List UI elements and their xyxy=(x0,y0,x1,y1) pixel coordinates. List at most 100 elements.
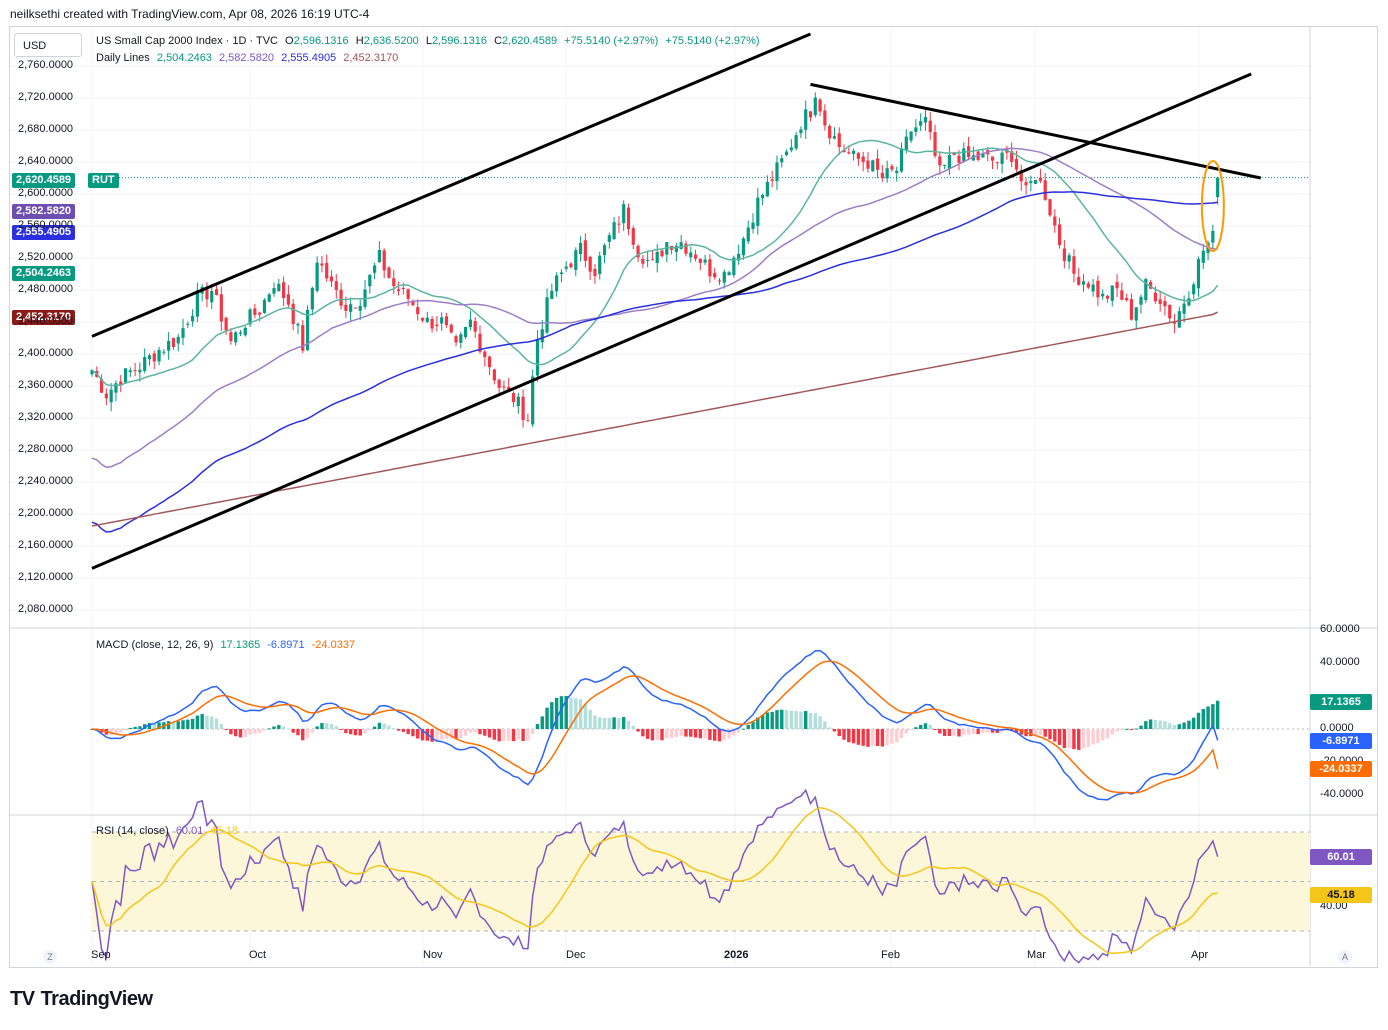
candle-body xyxy=(995,162,999,164)
macd-hist-bar xyxy=(684,729,688,737)
ma-legend-label[interactable]: Daily Lines xyxy=(96,52,150,64)
candle-body xyxy=(253,308,257,315)
macd-hist-bar xyxy=(612,717,616,729)
candle-body xyxy=(938,156,942,166)
macd-hist-bar xyxy=(329,724,334,729)
macd-pane xyxy=(90,649,1310,801)
macd-hist-bar xyxy=(133,726,137,729)
macd-hist-bar xyxy=(152,723,156,729)
macd-hist-bar xyxy=(147,722,152,729)
high-label: H xyxy=(355,35,364,47)
price-tick-label: 2,080.0000 xyxy=(18,603,74,615)
price-tick-label: 2,440.0000 xyxy=(18,315,74,327)
macd-hist-bar xyxy=(756,717,760,729)
macd-hist-bar xyxy=(636,729,640,732)
candle-body xyxy=(440,317,444,324)
macd-signal-badge: -24.0337 xyxy=(1310,761,1372,777)
macd-hist-bar xyxy=(813,713,817,729)
candle-body xyxy=(464,326,468,338)
rsi-ma-line xyxy=(91,807,1218,954)
symbol-label[interactable]: US Small Cap 2000 Index · 1D · TVC xyxy=(96,35,278,47)
macd-hist-bar xyxy=(602,717,607,729)
candle-body xyxy=(1091,284,1095,292)
candle-body xyxy=(1192,284,1196,295)
candle-body xyxy=(420,317,425,321)
macd-hist-bar xyxy=(1172,724,1177,729)
macd-hist-bar xyxy=(253,729,257,734)
candle-body xyxy=(832,136,837,139)
macd-hist-bar xyxy=(578,699,583,729)
macd-hist-bar xyxy=(574,698,578,729)
macd-hist-bar xyxy=(1053,729,1057,742)
timezone-button[interactable]: Z xyxy=(43,950,57,964)
macd-hist-bar xyxy=(1215,700,1220,729)
macd-hist-bar xyxy=(837,729,841,736)
price-tick-label: 2,120.0000 xyxy=(18,571,74,583)
candle-body xyxy=(123,368,128,383)
ma100-line xyxy=(91,191,1218,533)
trendline-descending-resistance xyxy=(810,82,1262,180)
candle-body xyxy=(789,147,793,151)
auto-scale-button[interactable]: A xyxy=(1338,950,1352,964)
x-tick-oct: Oct xyxy=(249,949,267,961)
candle-body xyxy=(914,127,918,132)
macd-hist-bar xyxy=(986,729,990,733)
candle-body xyxy=(315,262,319,291)
candle-body xyxy=(282,282,286,298)
macd-line xyxy=(91,649,1219,801)
candle-body xyxy=(1182,303,1186,314)
candle-body xyxy=(1115,281,1119,289)
macd-hist-bar xyxy=(1163,721,1167,729)
candle-body xyxy=(1067,255,1071,262)
candle-body xyxy=(852,150,856,154)
macd-legend-label[interactable]: MACD (close, 12, 26, 9) xyxy=(96,639,214,651)
macd-hist-value: 17.1365 xyxy=(220,639,261,651)
currency-button[interactable]: USD xyxy=(14,33,82,57)
candle-body xyxy=(310,287,314,310)
candle-body xyxy=(1177,311,1181,328)
macd-hist-bar xyxy=(703,729,707,739)
rsi-legend-label[interactable]: RSI (14, close) xyxy=(96,825,169,837)
candle-body xyxy=(1168,305,1172,319)
main-legend: US Small Cap 2000 Index · 1D · TVC O2,59… xyxy=(96,35,764,47)
macd-hist-bar xyxy=(1100,729,1105,741)
x-tick-2026: 2026 xyxy=(724,949,749,961)
macd-hist-bar xyxy=(320,723,324,729)
candle-body xyxy=(717,280,722,282)
candle-body xyxy=(1048,199,1052,216)
macd-hist-bar xyxy=(693,729,698,738)
macd-hist-bar xyxy=(214,718,219,729)
candle-body xyxy=(655,251,659,264)
macd-hist-bar xyxy=(267,728,271,730)
candle-body xyxy=(650,259,655,261)
candle-body xyxy=(162,351,166,353)
candle-body xyxy=(861,156,865,163)
candle-body xyxy=(1158,299,1162,304)
candle-body xyxy=(1148,281,1153,289)
candle-body xyxy=(636,245,640,258)
macd-tick-label: 0.0000 xyxy=(1320,722,1354,734)
macd-hist-bar xyxy=(1081,729,1086,749)
candle-body xyxy=(751,222,755,229)
candle-body xyxy=(813,97,817,116)
macd-hist-bar xyxy=(775,710,779,729)
macd-hist-bar xyxy=(439,729,444,740)
price-tick-label: 2,360.0000 xyxy=(18,379,74,391)
candle-body xyxy=(99,379,104,393)
macd-hist-bar xyxy=(698,729,703,739)
open-value: 2,596.1316 xyxy=(293,35,349,47)
ma20-value: 2,504.2463 xyxy=(156,52,212,64)
candle-body xyxy=(430,318,434,329)
candle-body xyxy=(885,168,889,179)
macd-hist-bar xyxy=(305,729,310,738)
macd-hist-bar xyxy=(1077,729,1081,750)
candle-body xyxy=(1125,298,1129,301)
macd-hist-bar xyxy=(598,717,602,729)
candle-body xyxy=(296,323,300,326)
macd-hist-bar xyxy=(938,729,942,734)
candle-body xyxy=(943,164,947,166)
macd-hist-bar xyxy=(406,729,410,735)
candle-body xyxy=(1110,285,1114,301)
candle-body xyxy=(540,329,544,343)
